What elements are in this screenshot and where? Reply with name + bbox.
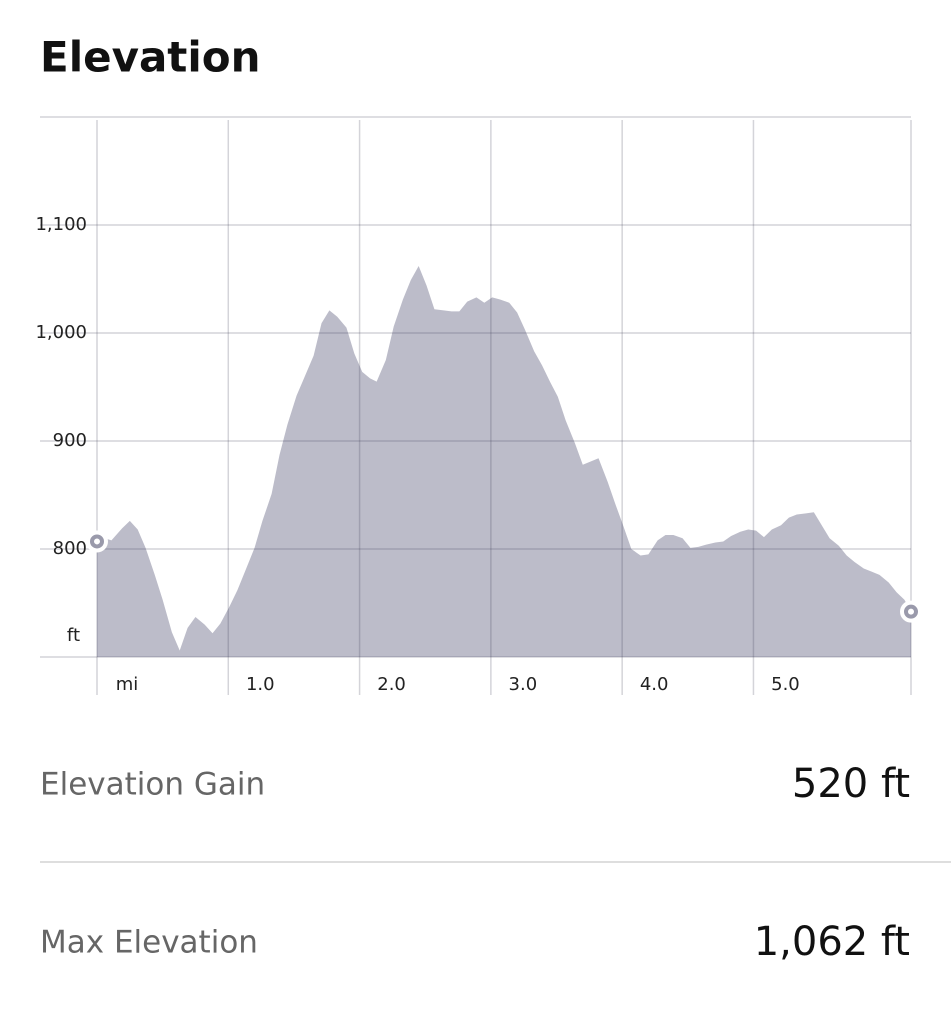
x-tick-label: 1.0 (246, 674, 275, 695)
stat-label: Max Elevation (40, 925, 258, 961)
y-unit: ft (67, 625, 80, 646)
stat-value: 520 ft (792, 761, 910, 807)
x-tick-label: 4.0 (640, 674, 669, 695)
title: Elevation (40, 33, 261, 82)
stat-label: Elevation Gain (40, 767, 265, 803)
y-tick-label: 1,000 (35, 322, 87, 343)
x-unit: mi (116, 674, 139, 695)
y-tick-label: 1,100 (35, 214, 87, 235)
x-tick-label: 2.0 (377, 674, 406, 695)
chart: 800 900 1,000 1,100 1.0 2.0 3.0 4.0 5.0 (35, 116, 922, 695)
endpoint-dot (94, 538, 100, 545)
y-tick-label: 800 (53, 538, 87, 559)
x-tick-label: 3.0 (509, 674, 538, 695)
y-tick-label: 900 (53, 430, 87, 451)
x-tick-label: 5.0 (771, 674, 800, 695)
elevation-area (97, 266, 911, 657)
stat-value: 1,062 ft (754, 919, 910, 965)
endpoint-dot (908, 608, 914, 615)
